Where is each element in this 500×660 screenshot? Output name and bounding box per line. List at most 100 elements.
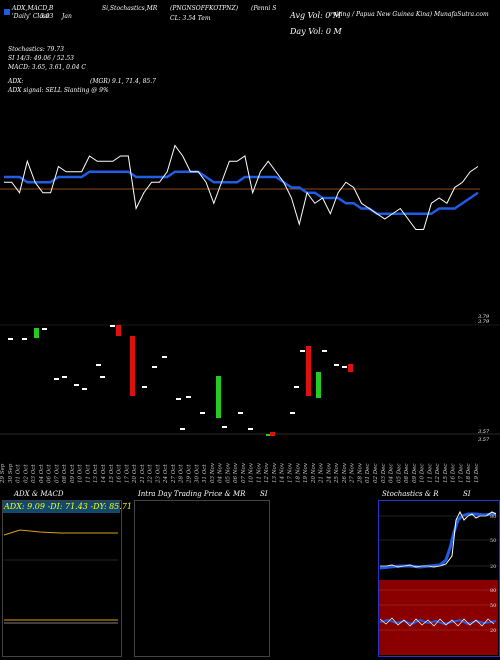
date-text: Jan xyxy=(62,13,72,20)
date-tick-label: 08 Oct xyxy=(62,464,68,483)
adx-readout-bar xyxy=(3,501,120,513)
hist-bar xyxy=(152,366,157,368)
hist-bar xyxy=(266,434,271,436)
date-tick-label: 23 Oct xyxy=(155,464,161,484)
date-tick-label: 31 Oct xyxy=(202,464,208,483)
stoch-grid-label: 80 xyxy=(490,514,496,520)
adx-stat: ADX: xyxy=(8,78,24,85)
date-tick-label: 16 Dec xyxy=(451,464,457,484)
date-tick-label: 22 Oct xyxy=(148,464,154,484)
mgr-stat: (MGR) 9.1, 71.4, 85.7 xyxy=(90,78,156,85)
si-stat: SI 14/3: 49.06 / 52.53 xyxy=(8,55,74,62)
date-tick-label: 11 Nov xyxy=(256,462,262,483)
date-tick-label: 02 Dec xyxy=(373,464,379,484)
date-tick-label: 26 Nov xyxy=(342,462,348,484)
ticker-text: (Penni S xyxy=(251,5,277,12)
date-tick-label: 28 Nov xyxy=(357,462,363,484)
hist-bar xyxy=(176,398,181,400)
date-tick-label: 09 Dec xyxy=(412,464,418,484)
adx-macd-title: ADX & MACD xyxy=(14,490,64,498)
stoch-grid-label: 20 xyxy=(490,564,496,570)
legend-text: 'Daily' Close xyxy=(12,13,50,20)
mr-grid-label: 80 xyxy=(490,588,496,594)
adx-panel xyxy=(2,500,122,657)
price-top-label-2: 3.79 xyxy=(478,319,490,325)
hist-bar xyxy=(306,346,311,396)
stoch-grid-label: 50 xyxy=(490,538,496,544)
intraday-title: Intra Day Trading Price & MR xyxy=(138,490,246,498)
date-tick-label: 20 Nov xyxy=(311,462,317,484)
date-tick-label: 03 Oct xyxy=(31,464,37,483)
vol-low-label: 3.57 xyxy=(478,429,490,435)
price-line xyxy=(4,144,479,230)
stoch-panel-si: SI xyxy=(463,490,471,498)
mr-line xyxy=(379,617,495,627)
hist-bar xyxy=(294,386,299,388)
company-text: rviting / Papua New Guinea Kina) MunafaS… xyxy=(330,11,489,18)
date-tick-label: 04 Dec xyxy=(389,464,395,484)
hist-bar xyxy=(322,350,327,352)
date-tick-label: 14 Oct xyxy=(101,464,107,483)
hist-bar xyxy=(216,376,221,418)
hist-bar xyxy=(42,328,47,330)
intraday-si: SI xyxy=(260,490,268,498)
indicators-text: ADX,MACD,B xyxy=(12,5,54,12)
date-tick-label: 04 Oct xyxy=(39,464,45,483)
cl-text: CL: 3.54 Tem xyxy=(170,15,211,22)
mr-panel-bg xyxy=(379,580,498,655)
intraday-panel xyxy=(134,500,270,657)
stoch-text: Si,Stochastics,MR xyxy=(102,5,158,12)
date-tick-label: 21 Oct xyxy=(140,464,146,484)
hist-bar xyxy=(290,412,295,414)
date-tick-label: 17 Oct xyxy=(124,464,130,483)
hist-bar xyxy=(82,388,87,390)
date-tick-label: 14 Nov xyxy=(280,462,286,483)
hist-bar xyxy=(54,378,59,380)
date-tick-label: 03 Dec xyxy=(381,464,387,484)
date-tick-label: 12 Nov xyxy=(264,462,270,483)
date-tick-label: 08 Dec xyxy=(404,464,410,484)
hist-bar xyxy=(96,364,101,366)
hist-bar xyxy=(62,376,67,378)
hist-bar xyxy=(162,356,167,358)
day-vol-text: Day Vol: 0 M xyxy=(290,27,342,36)
hist-bar xyxy=(270,432,275,436)
date-tick-label: 01 Dec xyxy=(365,464,371,484)
symbol-text: (PNGNSOFFKOTPNZ) xyxy=(170,5,239,12)
date-tick-label: 19 Nov xyxy=(303,462,309,483)
hist-bar xyxy=(222,426,227,428)
hist-bar xyxy=(130,336,135,396)
hist-bar xyxy=(300,350,305,352)
date-tick-label: 18 Dec xyxy=(466,464,472,484)
date-tick-label: 04 Nov xyxy=(218,462,224,483)
date-tick-label: 17 Nov xyxy=(288,462,294,483)
date-tick-label: 17 Dec xyxy=(458,464,464,484)
date-tick-label: 15 Oct xyxy=(109,464,115,483)
mr-grid-label: 20 xyxy=(490,628,496,634)
hist-bar xyxy=(200,412,205,414)
stoch-smooth-line xyxy=(379,512,496,570)
date-tick-label: 06 Nov xyxy=(233,462,239,483)
stoch-panel-title: Stochastics & R xyxy=(382,490,439,498)
date-tick-label: 30 Oct xyxy=(194,464,200,483)
vol-low-label-2: 3.57 xyxy=(478,437,490,443)
date-tick-label: 11 Oct xyxy=(85,464,91,483)
date-tick-label: 10 Oct xyxy=(78,464,84,483)
hist-bar xyxy=(34,328,39,338)
date-tick-label: 07 Oct xyxy=(54,464,60,483)
date-tick-label: 12 Dec xyxy=(435,464,441,484)
macd-stat: MACD: 3.65, 3.61, 0.04 C xyxy=(8,64,87,71)
date-tick-label: 10 Dec xyxy=(420,464,426,484)
date-tick-label: 10 Nov xyxy=(249,462,255,483)
avg-vol-text: Avg Vol: 0 M xyxy=(290,11,342,20)
date-tick-label: 27 Nov xyxy=(350,462,356,484)
mr-smooth-line xyxy=(379,618,497,626)
date-axis: 29 Sep 30 Sep 01 Oct 02 Oct 03 Oct 04 Oct 06 O… xyxy=(0,462,480,484)
hist-bar xyxy=(180,428,185,430)
hist-bar xyxy=(100,376,105,378)
hist-bar xyxy=(186,396,191,398)
date-tick-label: 18 Nov xyxy=(295,462,301,483)
legend-square xyxy=(4,9,10,15)
date-tick-label: 09 Oct xyxy=(70,464,76,483)
